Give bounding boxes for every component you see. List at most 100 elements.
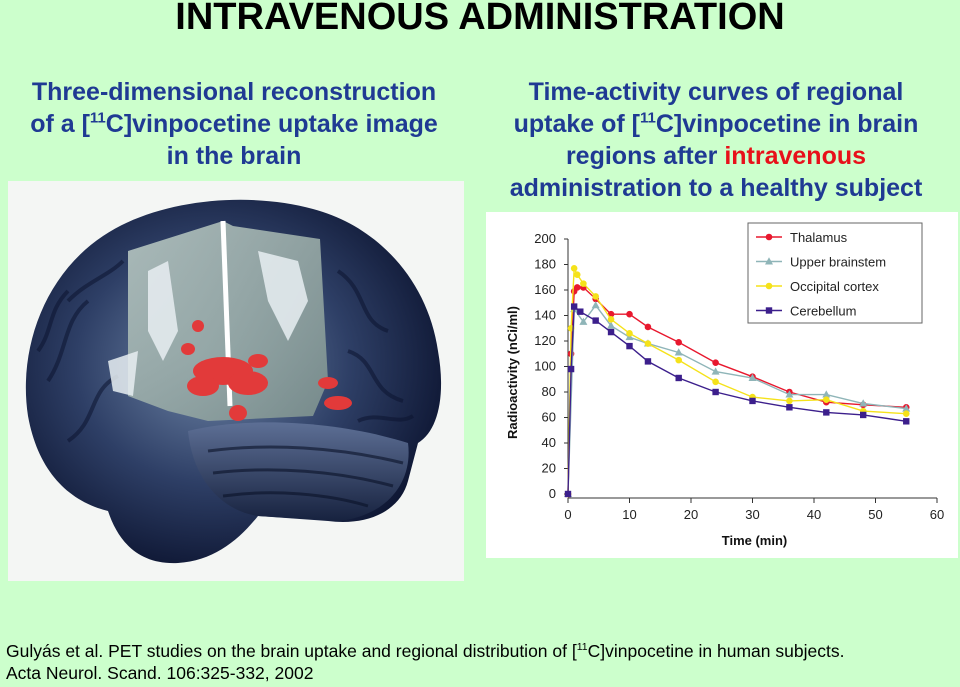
legend-item-upper-brainstem: Upper brainstem xyxy=(756,255,886,270)
data-point-cerebellum xyxy=(564,490,572,498)
brain-reconstruction-image xyxy=(8,181,464,581)
brain-image-caption: Three-dimensional reconstruction of a [1… xyxy=(8,76,460,172)
caption-text: C]vinpocetine in brain xyxy=(655,110,919,138)
data-point-occipital-cortex xyxy=(712,378,719,386)
y-tick-label: 140 xyxy=(534,308,556,323)
y-tick-label: 200 xyxy=(534,231,556,246)
legend-item-occipital-cortex: Occipital cortex xyxy=(756,279,879,294)
legend-item-thalamus: Thalamus xyxy=(756,230,848,245)
data-point-occipital-cortex xyxy=(823,396,830,403)
y-tick-label: 20 xyxy=(542,461,556,476)
data-point-cerebellum xyxy=(749,397,756,405)
citation-text: C]vinpocetine in human subjects. xyxy=(587,641,845,661)
data-point-thalamus xyxy=(573,284,581,291)
data-point-upper-brainstem xyxy=(579,317,588,325)
data-point-cerebellum xyxy=(860,411,867,419)
series-cerebellum xyxy=(564,303,910,498)
caption-text: regions after xyxy=(565,142,725,170)
chart-legend: Thalamus Upper brainstem Occipital cortex C… xyxy=(747,222,923,324)
data-point-thalamus xyxy=(712,359,719,366)
x-tick-label: 0 xyxy=(564,507,571,522)
data-point-upper-brainstem xyxy=(711,367,720,375)
y-tick-label: 80 xyxy=(542,384,556,399)
legend-marker xyxy=(765,233,773,241)
data-point-occipital-cortex xyxy=(607,316,615,323)
legend-item-cerebellum: Cerebellum xyxy=(756,304,856,319)
caption-text: C]vinpocetine uptake image xyxy=(105,110,438,138)
data-point-upper-brainstem xyxy=(785,390,794,398)
caption-line: Time-activity curves of regional xyxy=(528,78,904,106)
data-point-upper-brainstem xyxy=(591,301,600,309)
caption-superscript: 11 xyxy=(89,109,106,127)
y-tick-label: 120 xyxy=(534,333,556,348)
x-tick-label: 20 xyxy=(684,507,698,522)
data-point-upper-brainstem xyxy=(607,321,616,329)
white-matter xyxy=(108,251,308,396)
series-occipital-cortex xyxy=(564,265,910,498)
series-line-occipital-cortex xyxy=(567,268,907,495)
data-point-thalamus xyxy=(644,323,652,331)
data-point-cerebellum xyxy=(570,303,578,310)
legend-marker xyxy=(765,307,773,314)
data-point-occipital-cortex xyxy=(570,265,578,272)
legend-label: Cerebellum xyxy=(790,304,856,319)
data-point-cerebellum xyxy=(577,308,584,315)
y-axis-label: Radioactivity (nCi/ml) xyxy=(505,306,520,439)
data-point-thalamus xyxy=(626,310,633,318)
y-tick-label: 60 xyxy=(542,410,556,425)
highlighted-word: intravenous xyxy=(724,142,867,170)
data-point-upper-brainstem xyxy=(674,348,683,356)
x-tick-label: 50 xyxy=(868,507,882,522)
slide-title: INTRAVENOUS ADMINISTRATION xyxy=(175,0,785,38)
data-point-occipital-cortex xyxy=(626,330,633,337)
chart-axes: 0 20 40 60 80 100 120 140 160 180 200 0 10 20 30 40 50 60… xyxy=(505,231,944,548)
series-line-cerebellum xyxy=(567,305,907,495)
data-point-upper-brainstem xyxy=(822,390,831,398)
x-axis-label: Time (min) xyxy=(722,533,788,548)
chart-svg: 0 20 40 60 80 100 120 140 160 180 200 0 10 20 30 40 50 60… xyxy=(505,222,944,548)
data-point-thalamus xyxy=(675,338,682,346)
x-tick-label: 60 xyxy=(930,507,944,522)
data-point-cerebellum xyxy=(567,365,575,373)
data-point-cerebellum xyxy=(626,342,633,350)
caption-line: in the brain xyxy=(166,142,302,170)
caption-line: administration to a healthy subject xyxy=(509,174,923,202)
y-tick-label: 160 xyxy=(534,282,556,297)
data-point-cerebellum xyxy=(823,409,830,416)
x-tick-label: 30 xyxy=(745,507,759,522)
legend-marker xyxy=(765,282,773,290)
caption-line: Three-dimensional reconstruction xyxy=(31,78,437,106)
data-point-cerebellum xyxy=(592,317,599,324)
legend-label: Upper brainstem xyxy=(790,255,886,270)
data-point-occipital-cortex xyxy=(786,397,793,405)
legend-label: Thalamus xyxy=(790,230,848,245)
uptake-hotspots xyxy=(181,320,352,421)
x-tick-label: 40 xyxy=(807,507,821,522)
data-point-cerebellum xyxy=(786,404,793,411)
data-point-occipital-cortex xyxy=(675,356,682,364)
data-point-occipital-cortex xyxy=(580,280,587,287)
legend-label: Occipital cortex xyxy=(790,279,879,294)
caption-line: uptake of [11C]vinpocetine in brain xyxy=(482,108,950,140)
caption-text: of a [ xyxy=(30,110,90,138)
caption-line: of a [11C]vinpocetine uptake image xyxy=(8,108,460,140)
chart-caption: Time-activity curves of regional uptake … xyxy=(482,76,950,204)
legend-marker xyxy=(765,257,773,265)
citation: Gulyás et al. PET studies on the brain u… xyxy=(6,640,956,684)
y-tick-label: 40 xyxy=(542,435,556,450)
data-point-cerebellum xyxy=(903,418,910,425)
y-tick-label: 100 xyxy=(534,359,556,374)
data-point-occipital-cortex xyxy=(573,271,581,278)
data-point-cerebellum xyxy=(712,388,719,396)
series-line-upper-brainstem xyxy=(567,304,907,495)
data-point-occipital-cortex xyxy=(592,293,599,300)
chart-series-group xyxy=(564,265,911,498)
data-point-occipital-cortex xyxy=(644,340,652,347)
data-point-upper-brainstem xyxy=(748,373,757,381)
y-tick-label: 180 xyxy=(534,257,556,272)
x-tick-label: 10 xyxy=(622,507,636,522)
citation-superscript: 11 xyxy=(576,641,588,654)
citation-text: Gulyás et al. PET studies on the brain u… xyxy=(6,641,577,661)
citation-line: Acta Neurol. Scand. 106:325-332, 2002 xyxy=(6,663,314,683)
citation-line: Gulyás et al. PET studies on the brain u… xyxy=(6,640,956,662)
